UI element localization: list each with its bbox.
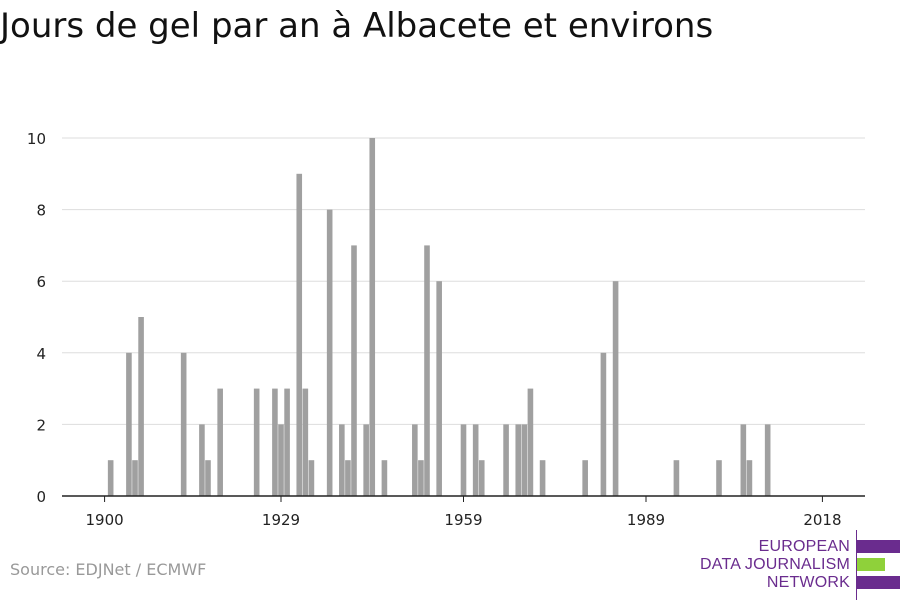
y-tick-label-10: 10 bbox=[27, 130, 46, 148]
bar-1994 bbox=[673, 460, 680, 496]
bar-1959 bbox=[460, 424, 467, 496]
y-tick-label-6: 6 bbox=[36, 273, 46, 291]
bar-1944 bbox=[369, 138, 376, 496]
bar-2009 bbox=[764, 424, 771, 496]
bar-1933 bbox=[302, 388, 309, 496]
bar-2005 bbox=[740, 424, 747, 496]
bar-1929 bbox=[278, 424, 284, 496]
x-tick-label-1929: 1929 bbox=[262, 511, 300, 529]
logo-line-2: DATA JOURNALISM bbox=[700, 556, 850, 573]
logo-text: EUROPEAN DATA JOURNALISM NETWORK bbox=[700, 538, 850, 592]
edjnet-logo: EUROPEAN DATA JOURNALISM NETWORK bbox=[700, 528, 900, 600]
x-tick-label-1989: 1989 bbox=[627, 511, 665, 529]
bar-1905 bbox=[132, 460, 138, 496]
bar-1940 bbox=[345, 460, 351, 496]
source-note: Source: EDJNet / ECMWF bbox=[10, 560, 207, 579]
x-tick-label-1959: 1959 bbox=[444, 511, 482, 529]
bar-1904 bbox=[126, 352, 132, 496]
bar-1928 bbox=[272, 388, 278, 496]
bar-1969 bbox=[521, 424, 528, 496]
bar-1934 bbox=[308, 460, 315, 496]
bar-1943 bbox=[363, 424, 369, 496]
bar-1979 bbox=[582, 460, 588, 496]
bar-1952 bbox=[418, 460, 424, 496]
bar-1937 bbox=[326, 209, 333, 496]
bar-1932 bbox=[296, 173, 303, 497]
bar-1966 bbox=[503, 424, 509, 496]
y-axis-labels: 0 2 4 6 8 10 bbox=[27, 130, 46, 506]
bar-1970 bbox=[527, 388, 534, 496]
bar-1968 bbox=[515, 424, 522, 496]
bar-1961 bbox=[472, 424, 479, 496]
bar-2006 bbox=[746, 460, 753, 496]
x-tick-label-2018: 2018 bbox=[803, 511, 841, 529]
y-tick-label-2: 2 bbox=[36, 416, 46, 434]
logo-line-3: NETWORK bbox=[766, 574, 850, 591]
bar-1919 bbox=[217, 388, 223, 496]
logo-bar-top bbox=[857, 540, 900, 553]
bar-1962 bbox=[478, 460, 485, 496]
bar-1901 bbox=[107, 460, 114, 496]
grid-lines bbox=[62, 137, 865, 425]
y-tick-label-8: 8 bbox=[36, 202, 46, 220]
bar-1913 bbox=[180, 352, 187, 496]
bar-1955 bbox=[436, 281, 442, 496]
bars bbox=[107, 138, 771, 497]
x-axis-ticks: 1900 1929 1959 1989 2018 bbox=[85, 496, 842, 529]
bar-1946 bbox=[381, 460, 388, 496]
bar-1906 bbox=[138, 317, 144, 496]
bar-1917 bbox=[205, 460, 211, 496]
x-tick-label-1900: 1900 bbox=[85, 511, 123, 529]
logo-bar-middle bbox=[857, 558, 885, 571]
bar-1939 bbox=[339, 424, 345, 496]
bar-1972 bbox=[539, 460, 546, 496]
bar-1925 bbox=[253, 388, 260, 496]
y-tick-label-0: 0 bbox=[36, 488, 46, 506]
bar-1982 bbox=[600, 352, 607, 496]
logo-bar-bottom bbox=[857, 576, 900, 589]
bar-1930 bbox=[284, 388, 290, 496]
logo-line-1: EUROPEAN bbox=[758, 538, 850, 555]
bar-2001 bbox=[716, 460, 722, 496]
logo-divider bbox=[856, 530, 857, 600]
bar-1951 bbox=[412, 424, 418, 496]
bar-1941 bbox=[351, 245, 357, 496]
chart-title: Jours de gel par an à Albacete et enviro… bbox=[0, 6, 714, 46]
bar-1984 bbox=[612, 281, 619, 496]
y-tick-label-4: 4 bbox=[36, 345, 46, 363]
bar-1916 bbox=[199, 424, 205, 496]
bar-1953 bbox=[424, 245, 430, 496]
